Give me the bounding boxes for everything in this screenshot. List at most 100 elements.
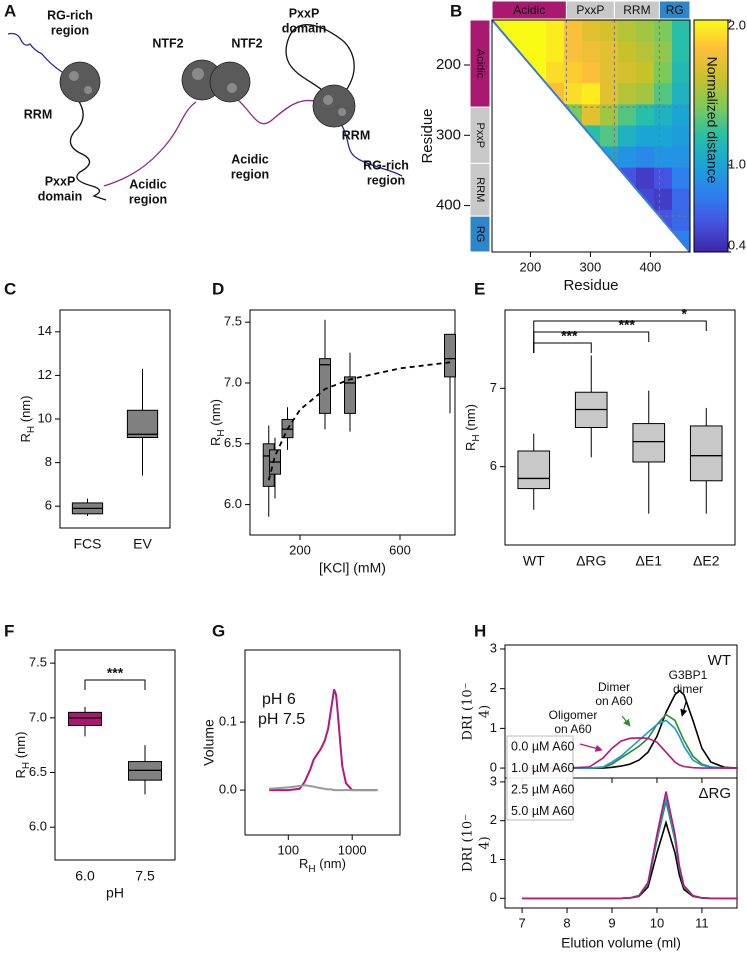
y-tick-label: 3 [490,640,497,655]
series-line [269,784,378,792]
colorbar [693,19,729,253]
y-tick-label: 7.0 [29,709,47,724]
heat-cell [546,41,565,63]
heat-cell [672,188,691,211]
blob-texture [69,68,346,116]
axis-label: RH (nm) [463,404,481,451]
annotation-arrow [680,701,688,717]
colorbar-tick-label: 2.0 [728,17,746,32]
heat-cell [600,41,619,63]
x-tick-label: 1000 [338,842,367,857]
heat-cell [654,104,673,126]
legend-label: 2.5 µM A60 [511,782,575,796]
structure-label: RG-rich [363,158,409,172]
structure-label: Acidic [129,177,167,191]
heat-cell [564,20,583,42]
x-tick-label: FCS [74,536,102,552]
annotation: Dimer [598,680,630,694]
y-axis-label: Volume [201,719,217,766]
heat-cell [582,20,601,42]
structure-label: region [129,192,167,206]
structure-label: region [367,173,405,187]
annotation: Oligomer [549,708,598,722]
panel-letter: F [4,621,14,640]
heat-cell [564,41,583,63]
heat-cell [546,62,565,84]
diagonal [491,19,691,253]
structure-label: RRM [342,128,370,142]
x-tick-label: WT [523,553,545,569]
heat-cell [636,146,655,169]
heat-cell [654,62,673,84]
panel-letter: A [4,1,16,20]
panel-letter: D [212,279,224,298]
box [444,333,456,378]
y-tick-label: 200 [436,56,461,73]
texture [323,95,333,105]
heat-cell [582,41,601,63]
label-sub: H [26,426,37,433]
axis-label: RH (nm) [18,396,36,443]
structure-label: domain [282,21,326,35]
heat-cell [654,188,673,211]
y-axis-label: Residue [419,108,436,163]
y-tick-label: 7.5 [29,655,47,670]
label-rest: (nm) [18,396,33,426]
y-tick-label: 6.0 [29,819,47,834]
structure-label: PxxP [45,174,76,188]
label-sub: H [308,864,315,875]
heat-cell [618,62,637,84]
x-tick-label: 200 [520,259,542,274]
texture [227,83,237,93]
rg-chain [7,32,63,73]
label-main: R [299,856,308,871]
significance-label: *** [619,317,636,333]
acidic-chain [103,101,197,187]
x-tick-label: ΔRG [576,553,606,569]
structure-label: domain [38,189,82,203]
plot-frame [244,649,401,836]
y-tick-label: 0 [490,890,497,905]
box [344,376,356,414]
heat-cell [618,20,637,42]
plot-frame [54,649,176,861]
significance-bracket [533,342,592,353]
texture [84,86,92,94]
plot-frame [504,309,736,546]
box [68,711,102,726]
label-main: R [18,433,33,442]
x-tick-label: 7.5 [135,868,155,884]
y-tick-label: 2 [490,812,497,827]
y-tick-label: 14 [38,323,52,338]
plot-frame [249,309,456,536]
heat-cell [654,20,673,42]
x-axis-label: Residue [563,277,618,294]
series-line [522,737,738,769]
heat-cell [618,104,637,126]
y-tick-label: 7.5 [224,314,242,329]
structure-label: PxxP [289,6,320,20]
x-tick-label: 400 [640,259,662,274]
x-axis-label: [KCl] (mM) [319,560,386,576]
rrm-blob [59,61,101,103]
y-tick-label: 6.5 [224,435,242,450]
x-tick-label: 6.0 [75,868,95,884]
heat-cell [654,146,673,169]
plot-frame [491,19,691,253]
y-tick-label: 2 [490,680,497,695]
panel-letter: E [474,279,485,298]
panel-letter: G [212,621,225,640]
heat-cell [618,125,637,148]
heat-cell [654,83,673,105]
rrm-blob [312,84,356,128]
label-rest: (nm) [208,399,223,429]
structure-label: NTF2 [152,36,183,50]
x-tick-label: 10 [650,915,664,930]
label-main: R [208,437,223,446]
axis-label: RH (nm) [299,856,346,874]
annotation: dimer [673,682,703,696]
y-tick-label: 400 [436,197,461,214]
label-main: R [13,769,28,778]
legend-label: 5.0 µM A60 [511,804,575,818]
